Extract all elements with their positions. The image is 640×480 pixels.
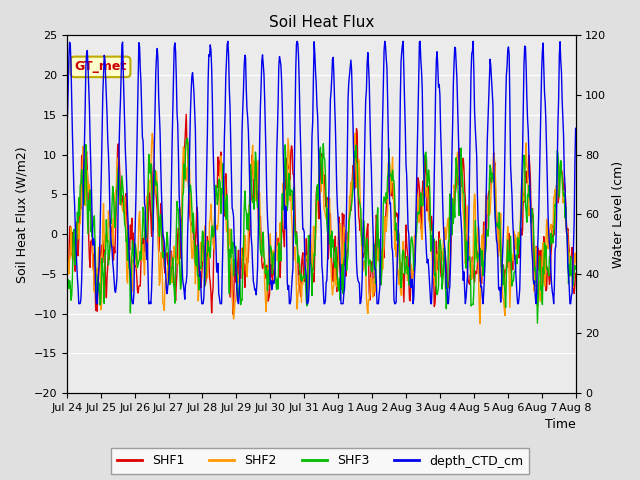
depth_CTD_cm: [572, 125, 579, 131]
SHF2: [572, 260, 579, 265]
SHF3: [534, 320, 541, 326]
depth_CTD_cm: [527, 197, 534, 203]
X-axis label: Time: Time: [545, 419, 575, 432]
SHF1: [314, 204, 322, 210]
SHF2: [175, 261, 182, 267]
SHF3: [364, 236, 371, 242]
SHF2: [413, 203, 421, 209]
depth_CTD_cm: [314, 142, 322, 148]
Line: SHF2: SHF2: [67, 133, 575, 324]
SHF1: [414, 175, 422, 180]
SHF1: [175, 225, 182, 231]
SHF2: [527, 204, 534, 209]
Line: depth_CTD_cm: depth_CTD_cm: [67, 41, 575, 304]
depth_CTD_cm: [63, 118, 70, 124]
SHF3: [197, 265, 205, 271]
SHF3: [572, 266, 579, 272]
depth_CTD_cm: [175, 192, 183, 198]
Line: SHF1: SHF1: [67, 114, 575, 314]
SHF3: [526, 195, 534, 201]
Y-axis label: Water Level (cm): Water Level (cm): [612, 161, 625, 268]
SHF2: [313, 206, 321, 212]
Y-axis label: Soil Heat Flux (W/m2): Soil Heat Flux (W/m2): [15, 146, 28, 283]
Legend: SHF1, SHF2, SHF3, depth_CTD_cm: SHF1, SHF2, SHF3, depth_CTD_cm: [111, 448, 529, 474]
depth_CTD_cm: [75, 301, 83, 307]
SHF3: [63, 284, 70, 289]
SHF3: [183, 136, 191, 142]
SHF1: [572, 270, 579, 276]
depth_CTD_cm: [364, 49, 372, 55]
SHF1: [182, 111, 190, 117]
Title: Soil Heat Flux: Soil Heat Flux: [269, 15, 374, 30]
SHF1: [229, 311, 237, 317]
depth_CTD_cm: [197, 289, 205, 295]
SHF2: [351, 131, 359, 136]
Text: GT_met: GT_met: [74, 60, 127, 73]
Line: SHF3: SHF3: [67, 139, 575, 323]
SHF3: [175, 207, 182, 213]
SHF2: [63, 228, 70, 233]
depth_CTD_cm: [414, 112, 422, 118]
SHF2: [476, 321, 484, 326]
SHF3: [314, 181, 321, 187]
depth_CTD_cm: [224, 38, 232, 44]
SHF1: [197, 285, 205, 290]
SHF1: [63, 262, 70, 268]
SHF1: [364, 221, 372, 227]
SHF2: [196, 241, 204, 247]
SHF1: [527, 176, 534, 182]
SHF2: [364, 305, 371, 311]
SHF3: [413, 212, 421, 218]
